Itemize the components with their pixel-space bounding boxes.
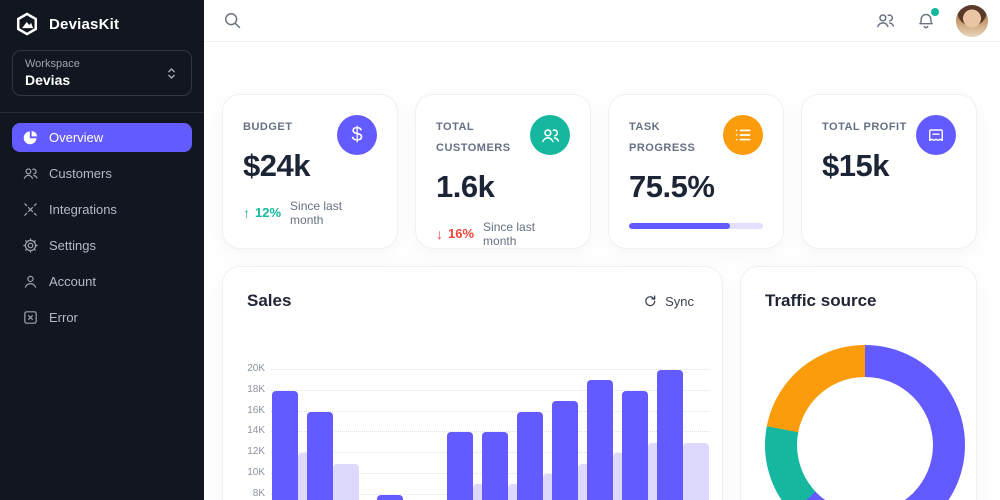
- this-year-bar: [307, 411, 333, 500]
- trend-caption: Since last month: [290, 198, 343, 227]
- sidebar-item-overview[interactable]: Overview: [12, 123, 192, 152]
- sidebar-item-label: Integrations: [49, 202, 117, 217]
- sidebar-item-label: Account: [49, 274, 96, 289]
- sync-button[interactable]: Sync: [638, 291, 698, 311]
- sidebar-item-label: Error: [49, 310, 78, 325]
- brand: DeviasKit: [0, 0, 204, 47]
- this-year-bar: [517, 411, 543, 500]
- y-tick-label: 14K: [247, 425, 265, 437]
- task-progress-fill: [629, 222, 731, 229]
- sidebar-nav: Overview Customers Integrations: [0, 113, 204, 349]
- y-tick-label: 10K: [247, 467, 265, 478]
- last-year-bar: [683, 442, 709, 500]
- dashboard-content: Budget $24k $ ↑ 12% Since last month Tot…: [204, 42, 1000, 500]
- x-square-icon: [22, 309, 39, 326]
- users-icon: [22, 165, 39, 182]
- stat-label: Budget: [243, 121, 293, 133]
- total-profit-card: Total profit $15k: [801, 94, 977, 249]
- brand-name: DeviasKit: [49, 15, 120, 33]
- charts-row: Sales Sync 8K 10K 12K 14K 16K 18K 20K: [222, 266, 977, 500]
- sidebar-item-label: Customers: [49, 166, 112, 181]
- sidebar-item-integrations[interactable]: Integrations: [12, 195, 192, 224]
- sidebar-divider: [0, 112, 204, 113]
- gridline: [271, 389, 709, 391]
- contacts-icon[interactable]: [875, 10, 896, 31]
- chart-pie-icon: [22, 129, 39, 146]
- bell-icon[interactable]: [916, 11, 936, 31]
- sidebar-item-error[interactable]: Error: [12, 303, 192, 332]
- users-icon: [530, 115, 570, 155]
- stat-label: Total customers: [436, 121, 511, 154]
- traffic-source-title: Traffic source: [765, 291, 877, 310]
- sidebar: DeviasKit Workspace Devias Overview: [0, 0, 204, 500]
- stats-row: Budget $24k $ ↑ 12% Since last month Tot…: [222, 94, 977, 249]
- last-year-bar: [333, 463, 359, 500]
- sidebar-item-customers[interactable]: Customers: [12, 159, 192, 188]
- caret-up-down-icon: [164, 66, 179, 81]
- sidebar-item-label: Settings: [49, 238, 96, 253]
- stat-value: $15k: [822, 147, 889, 183]
- user-icon: [22, 273, 39, 290]
- gridline: [271, 369, 709, 370]
- total-customers-card: Total customers 1.6k ↓ 16% Since last mo…: [415, 94, 591, 249]
- gear-icon: [22, 237, 39, 254]
- y-tick-label: 16K: [247, 404, 265, 416]
- arrows-clockwise-icon: [642, 293, 658, 309]
- this-year-bar: [587, 380, 613, 500]
- this-year-bar: [447, 432, 473, 500]
- search-icon[interactable]: [222, 10, 243, 31]
- avatar[interactable]: [956, 4, 988, 37]
- y-tick-label: 20K: [247, 363, 265, 374]
- trend-down-icon: ↓: [436, 225, 443, 242]
- currency-dollar-icon: $: [337, 115, 377, 155]
- y-tick-label: 8K: [252, 487, 265, 499]
- task-progress-bar: [629, 222, 763, 229]
- sync-label: Sync: [665, 293, 694, 309]
- this-year-bar: [657, 370, 683, 500]
- sales-card: Sales Sync 8K 10K 12K 14K 16K 18K 20K: [222, 266, 723, 500]
- plugs-connected-icon: [22, 201, 39, 218]
- traffic-donut-chart: [765, 345, 965, 500]
- this-year-bar: [622, 390, 648, 500]
- workspace-value: Devias: [25, 72, 71, 88]
- this-year-bar: [482, 432, 508, 500]
- workspace-label: Workspace: [25, 58, 80, 70]
- receipt-icon: [916, 115, 956, 155]
- topbar: [204, 0, 1000, 42]
- main-area: Budget $24k $ ↑ 12% Since last month Tot…: [204, 0, 1000, 500]
- stat-value: $24k: [243, 147, 310, 183]
- gridline: [271, 410, 709, 412]
- this-year-bar: [552, 401, 578, 500]
- trend-value: 16%: [448, 226, 475, 242]
- sales-plot: [271, 349, 709, 500]
- trend-value: 12%: [255, 205, 282, 221]
- sidebar-item-label: Overview: [49, 130, 104, 145]
- this-year-bar: [272, 390, 298, 500]
- task-progress-card: Task progress 75.5%: [608, 94, 784, 249]
- gridline: [271, 431, 709, 433]
- devias-logo-icon: [14, 11, 40, 37]
- stat-label: Total profit: [822, 121, 907, 133]
- stat-label: Task progress: [629, 121, 696, 154]
- trend-caption: Since last month: [483, 219, 536, 248]
- sidebar-item-settings[interactable]: Settings: [12, 231, 192, 260]
- workspace-selector[interactable]: Workspace Devias: [12, 50, 192, 96]
- y-tick-label: 12K: [247, 446, 265, 458]
- list-bullets-icon: [723, 115, 763, 155]
- notification-dot: [931, 7, 939, 16]
- sales-y-axis: 8K 10K 12K 14K 16K 18K 20K: [243, 349, 265, 500]
- this-year-bar: [377, 494, 403, 500]
- traffic-source-card: Traffic source: [740, 266, 977, 500]
- stat-value: 75.5%: [629, 168, 715, 204]
- sales-title: Sales: [247, 291, 292, 310]
- sidebar-item-account[interactable]: Account: [12, 267, 192, 296]
- stat-value: 1.6k: [436, 168, 495, 204]
- y-tick-label: 18K: [247, 383, 265, 395]
- budget-card: Budget $24k $ ↑ 12% Since last month: [222, 94, 398, 249]
- trend-up-icon: ↑: [243, 204, 250, 221]
